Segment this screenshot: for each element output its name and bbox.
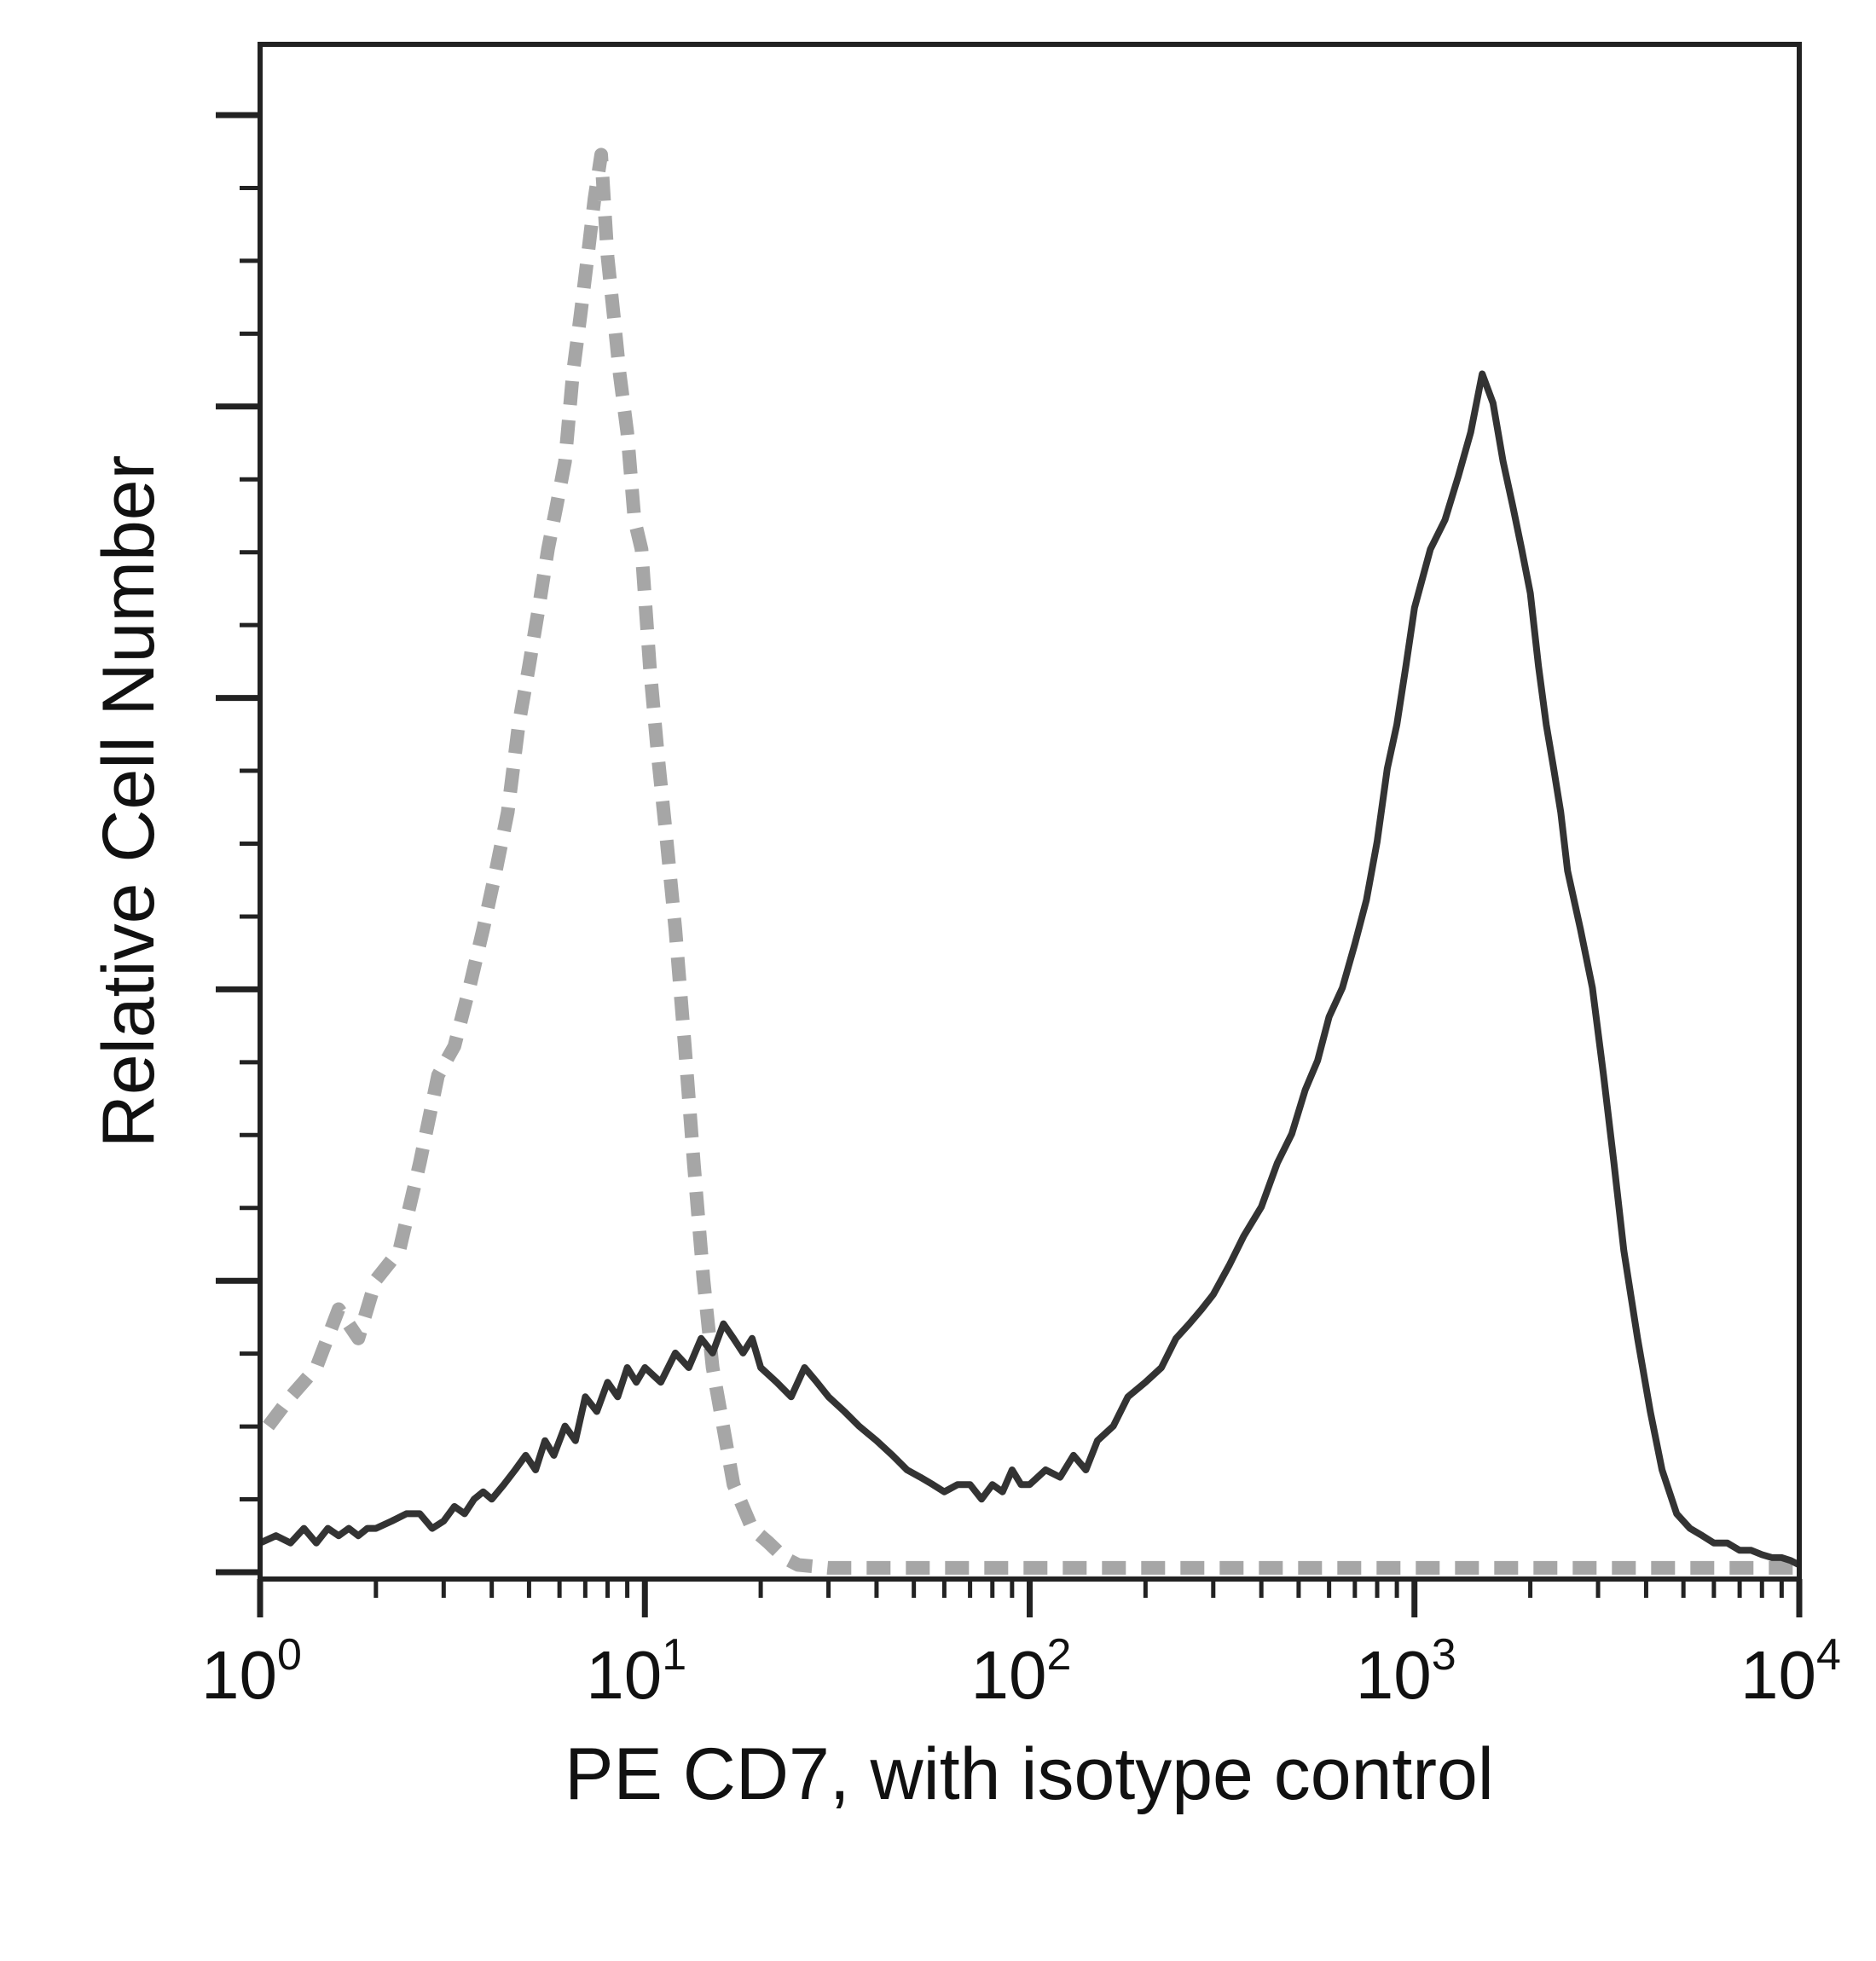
x-axis: 100 101 102 103 104 — [201, 1579, 1841, 1713]
x-tick-label: 101 — [586, 1630, 686, 1713]
y-axis-label: Relative Cell Number — [88, 455, 170, 1148]
series-line-1 — [263, 148, 1799, 1575]
y-axis — [216, 112, 260, 1576]
x-tick-label: 104 — [1740, 1630, 1841, 1713]
plot-frame — [258, 42, 1802, 1582]
x-axis-label: PE CD7, with isotype control — [565, 1733, 1494, 1815]
plot-area — [258, 148, 1801, 1575]
x-tick-label: 100 — [201, 1630, 302, 1713]
x-tick-label: 102 — [971, 1630, 1072, 1713]
x-tick-label: 103 — [1356, 1630, 1456, 1713]
series-line-2 — [258, 370, 1801, 1568]
